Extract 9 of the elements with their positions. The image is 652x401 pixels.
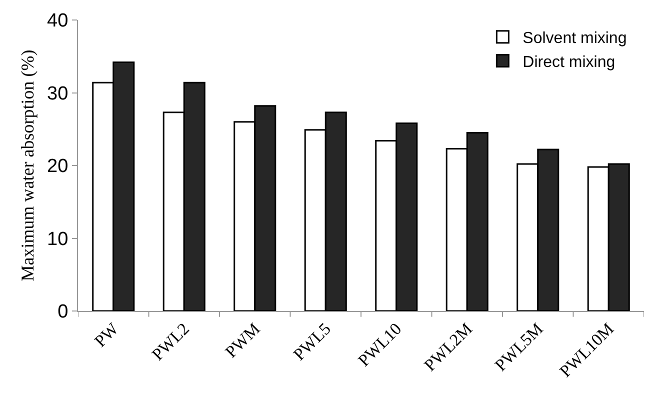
y-tick-label: 0 bbox=[58, 302, 68, 323]
y-tick-label: 20 bbox=[47, 156, 68, 178]
y-tick-label: 30 bbox=[47, 83, 68, 104]
legend-label: Direct mixing bbox=[522, 54, 616, 71]
x-tick-label: PW bbox=[90, 318, 123, 351]
y-axis-title: Maximum water absorption (%) bbox=[17, 50, 38, 282]
y-tick-label: 40 bbox=[47, 10, 68, 32]
legend-label: Solvent mixing bbox=[522, 30, 627, 48]
y-tick-label: 10 bbox=[47, 228, 68, 250]
